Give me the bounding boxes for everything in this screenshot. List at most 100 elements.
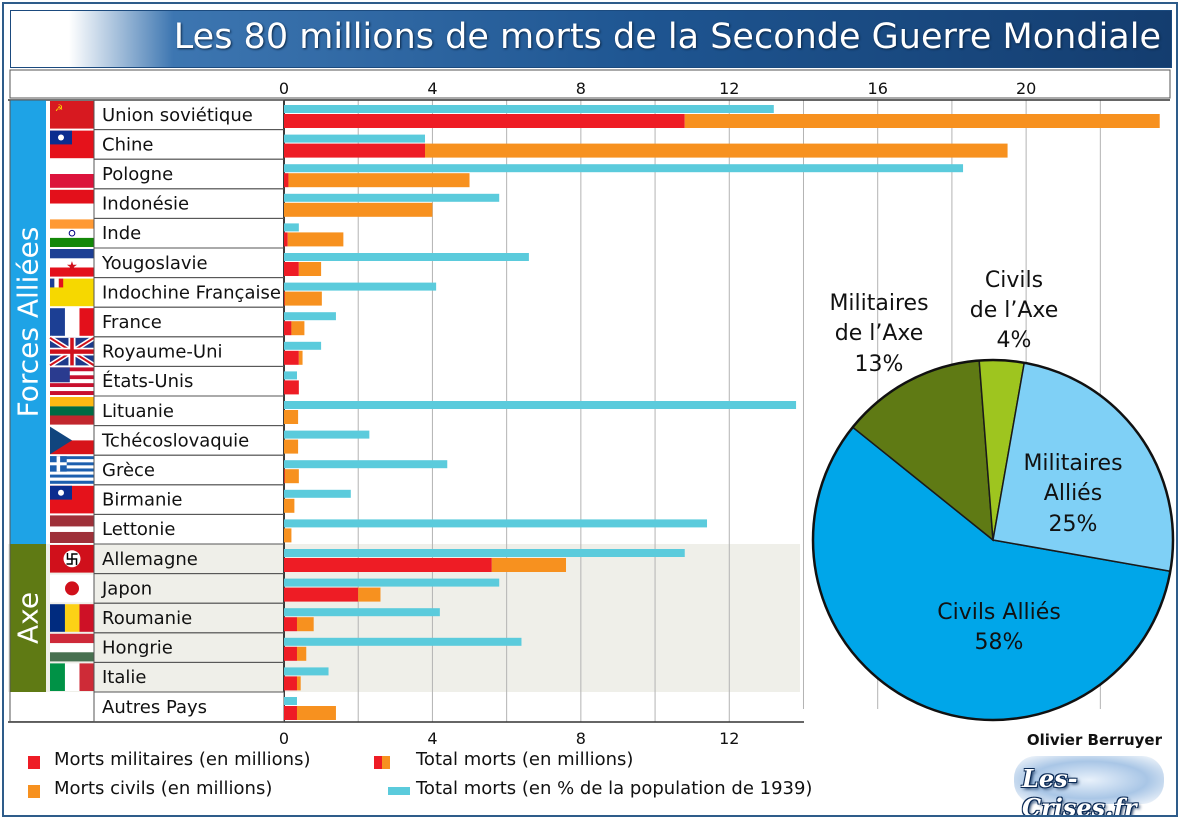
percent-bar (284, 371, 297, 380)
flag-germany-icon: 卐 (50, 545, 94, 573)
pie-outline (811, 358, 1175, 722)
pie-label-civils-axe: Civils de l’Axe (970, 268, 1059, 323)
x-tick-label-bottom: 4 (427, 729, 437, 748)
legend-percent-swatch (388, 787, 410, 795)
flag-uk-icon (48, 335, 96, 368)
civil-bar (284, 498, 295, 513)
x-tick-label-bottom: 8 (576, 729, 586, 748)
military-bar (284, 587, 359, 602)
legend-military-swatch (28, 756, 40, 769)
category-label: Japon (101, 578, 152, 599)
pie-pct-militaires-axe: 13% (855, 352, 904, 377)
civil-bar (284, 528, 292, 543)
category-label: Inde (102, 223, 141, 244)
flag-indochina-icon (50, 278, 94, 307)
category-label: Lituanie (102, 401, 174, 422)
percent-bar (284, 253, 529, 261)
military-bar (284, 617, 297, 632)
civil-bar (425, 143, 1008, 158)
military-bar (284, 173, 289, 188)
axis-group-label: Axe (12, 592, 45, 644)
civil-bar (296, 676, 301, 691)
civil-bar (296, 646, 307, 661)
category-label: Autres Pays (102, 697, 207, 718)
flag-soviet-icon: ☭ (50, 101, 94, 129)
civil-bar (284, 410, 299, 424)
svg-text:卐: 卐 (65, 553, 78, 568)
category-label: Roumanie (102, 608, 192, 629)
percent-bar (284, 608, 440, 617)
military-bar (284, 558, 492, 572)
category-label: Allemagne (102, 549, 198, 570)
military-bar (284, 676, 297, 691)
legend-percent: Total morts (en % de la population de 19… (416, 778, 813, 799)
x-tick-label-top: 4 (427, 79, 437, 98)
civil-bar (298, 350, 303, 365)
legend-total: Total morts (en millions) (416, 749, 634, 770)
military-bar (284, 706, 297, 720)
svg-text:★: ★ (66, 260, 78, 275)
percent-bar (284, 282, 437, 291)
bottom-axis-strip (10, 722, 1170, 746)
percent-bar (284, 401, 797, 409)
flag-yugoslavia-icon: ★ (50, 249, 94, 277)
civil-bar (284, 202, 433, 217)
pie-label-militaires-axe: Militaires de l’Axe (829, 291, 928, 346)
category-label: Chine (102, 134, 153, 155)
category-label: Lettonie (102, 519, 175, 540)
title-bar: Les 80 millions de morts de la Seconde G… (10, 10, 1172, 68)
military-bar (284, 291, 285, 306)
category-label: Indochine Française (102, 282, 281, 303)
percent-bar (284, 637, 522, 646)
flag-burma-icon (50, 485, 94, 514)
civil-bar (684, 114, 1160, 128)
flag-romania-icon (50, 604, 94, 632)
legend-civil-swatch (28, 785, 40, 798)
percent-bar (284, 341, 322, 350)
legend-total-swatch-military (374, 756, 382, 769)
category-label: Italie (102, 667, 146, 688)
flag-taiwan-icon (50, 130, 94, 159)
percent-bar (284, 519, 708, 528)
category-label: Union soviétique (102, 105, 253, 126)
category-label: Birmanie (102, 490, 182, 511)
civil-bar (284, 469, 299, 484)
percent-bar (284, 578, 500, 587)
percent-bar (284, 223, 299, 232)
pie-label-militaires-allies: Militaires Alliés (1023, 451, 1122, 506)
author-credit: Olivier Berruyer (1026, 731, 1162, 749)
percent-bar (284, 193, 500, 202)
flag-france-icon (50, 308, 94, 336)
civil-bar (298, 262, 322, 276)
military-bar (284, 646, 297, 661)
allies-group-band (10, 100, 46, 544)
civil-bar (491, 558, 567, 572)
category-label: Yougoslavie (101, 253, 208, 274)
flag-latvia-icon (50, 515, 94, 543)
flag-hungary-icon (50, 633, 94, 662)
military-bar (284, 114, 685, 128)
civil-bar (291, 321, 305, 336)
legend-military: Morts militaires (en millions) (54, 749, 311, 770)
civil-bar (284, 291, 322, 306)
category-label: Hongrie (102, 638, 173, 659)
category-label: Pologne (102, 164, 173, 185)
percent-bar (284, 460, 448, 469)
x-tick-label-top: 12 (719, 79, 739, 98)
page-title: Les 80 millions de morts de la Seconde G… (173, 17, 1161, 57)
flag-usa-icon (50, 367, 94, 395)
x-tick-label-top: 20 (1016, 79, 1036, 98)
category-label: Indonésie (102, 194, 189, 215)
category-label: Tchécoslovaquie (101, 430, 249, 451)
percent-bar (284, 105, 774, 113)
flag-poland-icon (50, 160, 94, 188)
percent-bar (284, 489, 351, 498)
civil-bar (287, 232, 344, 247)
flag-czech-icon (50, 426, 94, 455)
pie-pct-militaires-allies: 25% (1049, 512, 1098, 537)
percent-bar (284, 549, 685, 557)
category-label: Royaume-Uni (102, 342, 223, 363)
military-bar (284, 143, 426, 158)
x-tick-label-bottom: 0 (279, 729, 289, 748)
